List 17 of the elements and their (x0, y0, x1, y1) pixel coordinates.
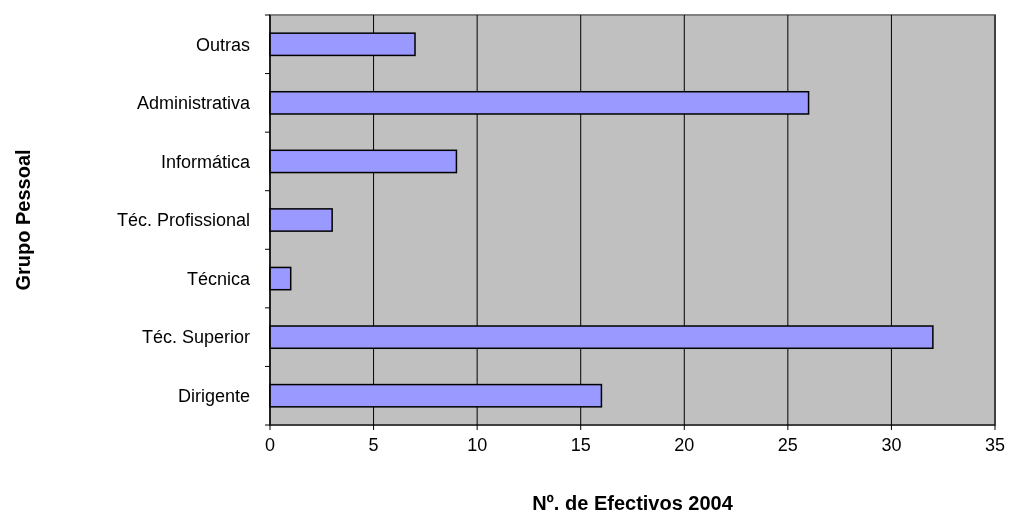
x-tick-label: 30 (881, 435, 902, 455)
y-tick-label: Téc. Superior (141, 327, 250, 348)
x-tick-label: 35 (984, 435, 1006, 455)
x-tick-label: 0 (264, 435, 276, 455)
y-tick-label: Téc. Profissional (116, 210, 250, 231)
x-tick-label: 5 (368, 435, 379, 455)
y-tick-label: Técnica (186, 268, 251, 289)
x-tick-label: 20 (674, 435, 695, 455)
x-tick-label: 10 (467, 435, 488, 455)
y-tick-label: Outras (195, 34, 250, 55)
x-axis-title: Nº. de Efectivos 2004 (532, 492, 734, 514)
x-tick-label: 15 (570, 435, 591, 455)
y-tick-label: Administrativa (136, 93, 251, 114)
y-tick-label: Dirigente (177, 386, 250, 407)
x-tick-label: 25 (777, 435, 798, 455)
y-tick-label: Informática (160, 151, 251, 172)
y-axis-title: Grupo Pessoal (12, 149, 34, 291)
